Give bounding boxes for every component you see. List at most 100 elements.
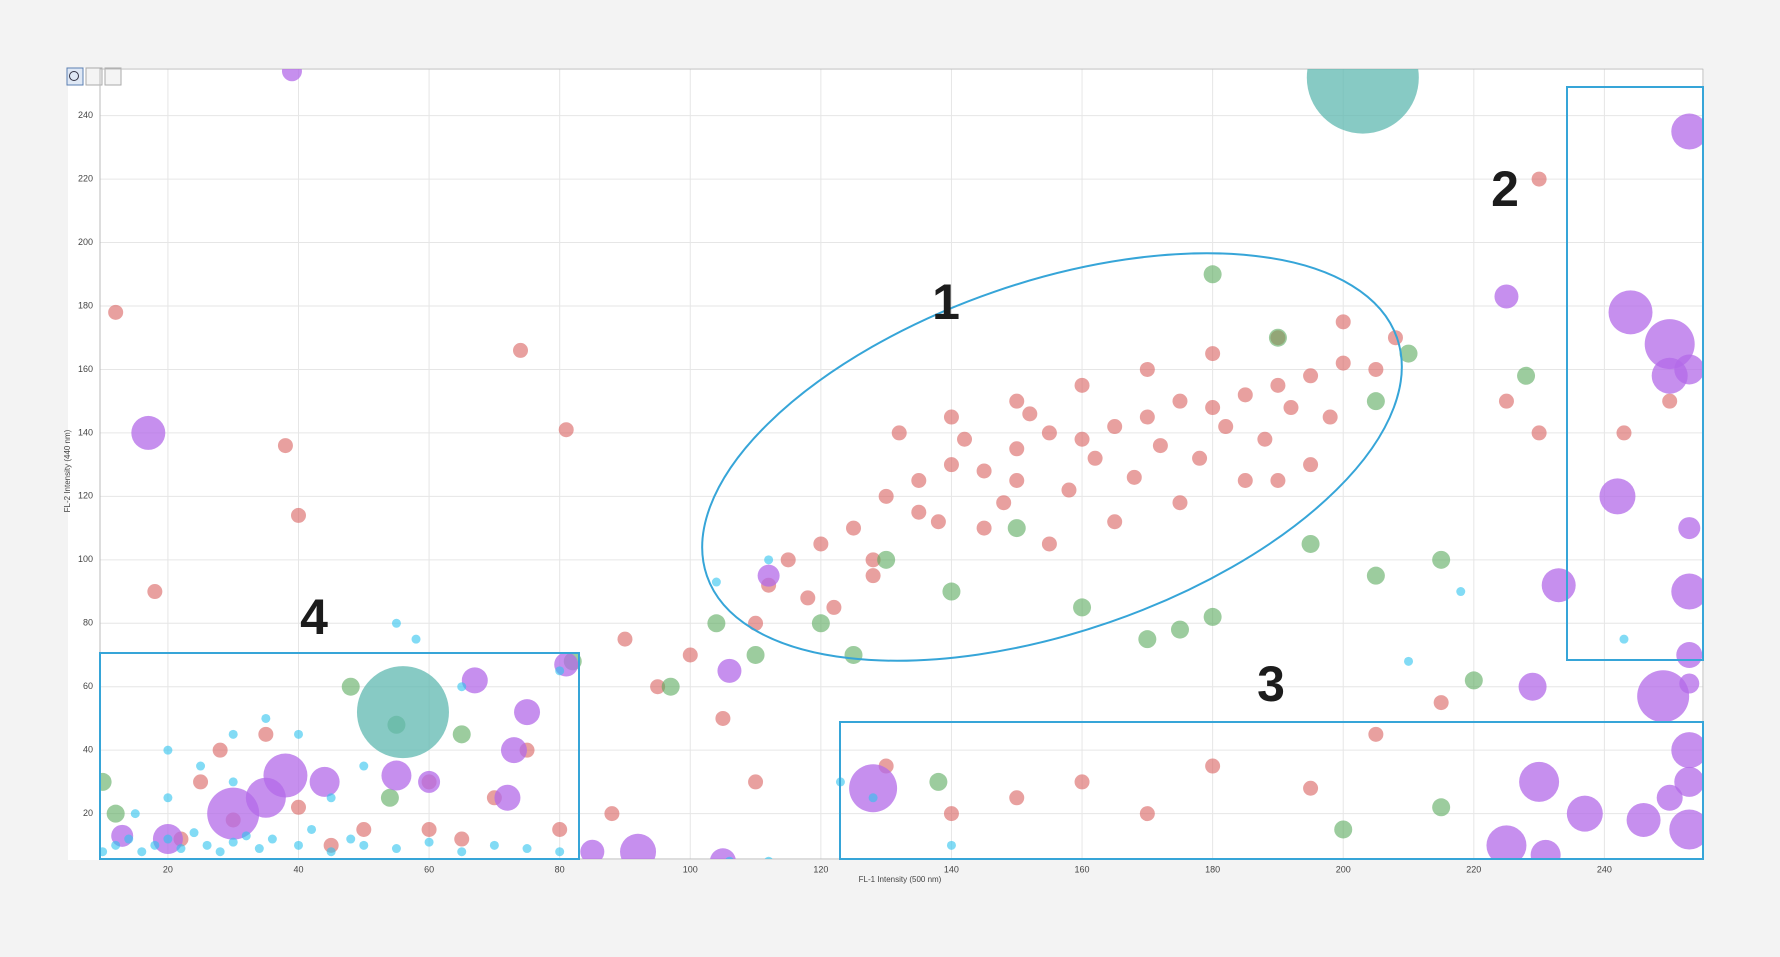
point — [1498, 393, 1514, 409]
point — [711, 577, 721, 587]
point — [1009, 393, 1025, 409]
point — [844, 645, 863, 664]
gate-1[interactable] — [650, 173, 1454, 742]
point — [1619, 634, 1629, 644]
point — [1671, 113, 1703, 150]
point — [1432, 798, 1451, 817]
y-tick-label: 160 — [78, 364, 93, 374]
x-tick-label: 140 — [944, 864, 959, 874]
point — [780, 552, 796, 568]
point — [1107, 419, 1123, 435]
x-tick-label: 20 — [163, 864, 173, 874]
point — [1669, 809, 1703, 850]
point — [150, 840, 160, 850]
point — [418, 770, 441, 793]
point — [1656, 784, 1683, 811]
y-tick-label: 20 — [83, 808, 93, 818]
point — [1152, 438, 1168, 454]
point — [359, 761, 369, 771]
point — [411, 634, 421, 644]
point — [189, 828, 199, 838]
point — [1203, 607, 1222, 626]
point — [108, 304, 124, 320]
point — [1203, 265, 1222, 284]
x-tick-label: 60 — [424, 864, 434, 874]
y-tick-label: 200 — [78, 237, 93, 247]
y-tick-label: 140 — [78, 427, 93, 437]
point — [1007, 519, 1026, 538]
point — [454, 831, 470, 847]
point — [976, 463, 992, 479]
point — [617, 631, 633, 647]
point — [1009, 790, 1025, 806]
point — [1268, 328, 1287, 347]
x-tick-label: 40 — [293, 864, 303, 874]
y-tick-label: 180 — [78, 300, 93, 310]
point — [1172, 393, 1188, 409]
point — [1530, 839, 1561, 859]
point — [1041, 425, 1057, 441]
point — [620, 833, 657, 859]
point — [277, 438, 293, 454]
point — [764, 555, 774, 565]
point — [1022, 406, 1038, 422]
point — [111, 840, 121, 850]
point — [1205, 400, 1221, 416]
point — [764, 856, 773, 859]
point — [748, 615, 764, 631]
point — [241, 831, 251, 841]
point — [245, 777, 286, 818]
point — [196, 761, 206, 771]
point — [555, 847, 565, 857]
point — [100, 772, 112, 791]
point — [849, 764, 898, 813]
point — [137, 847, 147, 857]
point — [359, 840, 369, 850]
y-tick-label: 80 — [83, 618, 93, 628]
point — [356, 666, 449, 759]
point — [1170, 620, 1189, 639]
point — [717, 658, 742, 683]
point — [1608, 290, 1653, 335]
zoom-icon — [69, 71, 79, 81]
point — [942, 582, 961, 601]
point — [267, 834, 277, 844]
point — [877, 550, 896, 569]
gate-2[interactable] — [1566, 86, 1704, 661]
point — [326, 793, 336, 803]
gate-label: 4 — [300, 589, 328, 645]
point — [943, 806, 959, 822]
point — [1518, 672, 1547, 701]
point — [421, 821, 437, 837]
point — [1301, 534, 1320, 553]
point — [1139, 361, 1155, 377]
point — [715, 710, 731, 726]
point — [1205, 758, 1221, 774]
point — [1218, 419, 1234, 435]
point — [1009, 441, 1025, 457]
gate-label: 3 — [1257, 656, 1285, 712]
point — [1139, 806, 1155, 822]
point — [868, 793, 878, 803]
point — [356, 821, 372, 837]
point — [1126, 469, 1142, 485]
point — [1270, 472, 1286, 488]
point — [943, 457, 959, 473]
point — [212, 742, 228, 758]
point — [1433, 695, 1449, 711]
point — [130, 809, 140, 819]
select-tool[interactable] — [85, 67, 103, 86]
point — [290, 799, 306, 815]
gate-3[interactable] — [839, 721, 1704, 860]
point — [1283, 400, 1299, 416]
gate-4[interactable] — [99, 652, 580, 860]
point — [228, 729, 238, 739]
point — [891, 425, 907, 441]
point — [228, 777, 238, 787]
point — [193, 774, 209, 790]
point — [391, 844, 401, 854]
point — [1322, 409, 1338, 425]
point — [106, 804, 125, 823]
lasso-tool[interactable] — [104, 67, 122, 86]
point — [1486, 825, 1527, 859]
